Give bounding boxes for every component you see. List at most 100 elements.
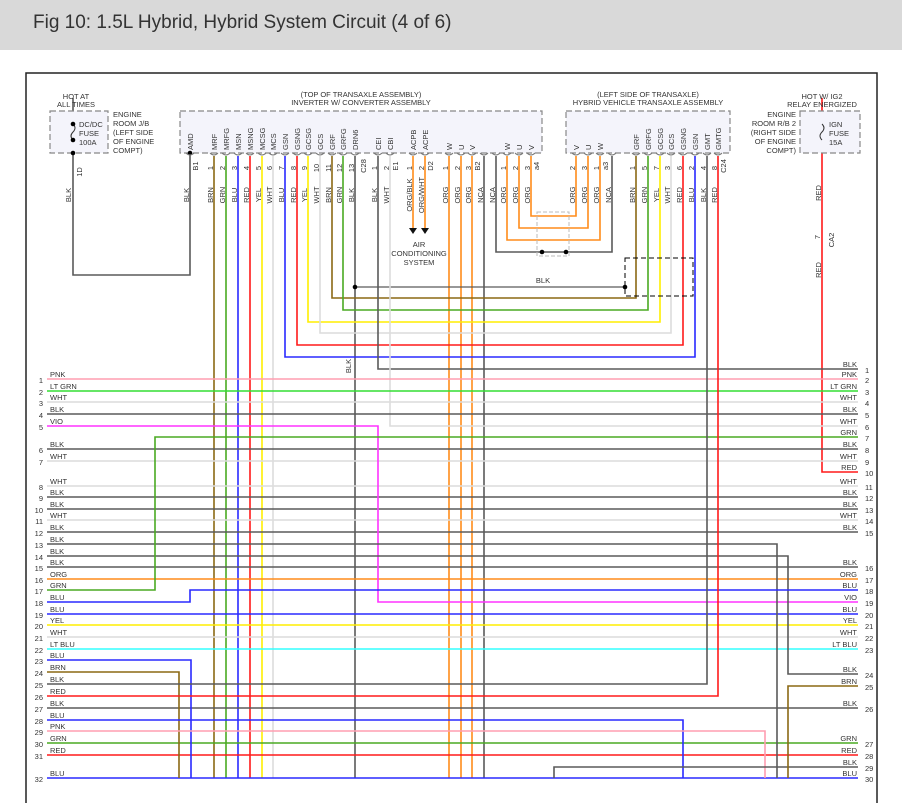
pin-name: U [457,145,466,150]
wire-color-label: WHT [312,186,321,203]
hot-label: ALL TIMES [57,100,95,109]
pin-number: 1 [441,166,450,170]
connector-label: a4 [532,162,541,170]
row-number: 29 [865,764,873,773]
pin-terminal-icon [408,152,418,156]
pin-terminal-icon [514,152,524,156]
wire-color-label: GRN [335,187,344,204]
pin-name: W [596,142,605,150]
grfg-wire [342,156,649,311]
row-number: 17 [865,576,873,585]
wire-color-label: BLU [50,651,65,660]
row-number: 7 [865,434,869,443]
pin-number: 4 [242,166,251,170]
pin-number: 12 [335,164,344,172]
wire-color-label: BLK [843,758,857,767]
wire-color-label: BLK [50,405,64,414]
pin-name: MRFG [222,128,231,150]
pin-number: 6 [265,166,274,170]
wire-color-label: BLU [842,769,857,778]
row-number: 32 [35,775,43,784]
pin-terminal-icon [571,152,581,156]
location-label: ROOM R/B 2 [752,119,796,128]
pin-name: GMTG [714,127,723,150]
junction-dot [70,150,76,156]
wire-color-label: WHT [840,511,857,520]
pin-terminal-icon [420,152,430,156]
transaxle-location: (LEFT SIDE OF TRANSAXLE) [597,90,699,99]
wire-color-label: BLK [50,535,64,544]
wire-color-label: BLK [64,188,73,202]
wire-color-label: BLK [50,558,64,567]
diagram-frame [25,72,878,803]
cei-wire [377,156,858,370]
pin-name: CEI [374,137,383,150]
pin-terminal-icon [583,152,593,156]
pin-name: GCSG [304,128,313,150]
pin-number: 3 [523,166,532,170]
harness-wire [787,685,858,778]
pin-name: GSN [691,134,700,150]
pin-number: 3 [663,166,672,170]
row-number: 24 [35,669,43,678]
wires [47,98,858,779]
pin-name: MRF [210,133,219,150]
row-number: 22 [865,634,873,643]
wire-color-label: BLK [50,523,64,532]
pin-number: 1 [206,166,215,170]
harness-wire [47,589,858,603]
wire-color-label: BLK [843,488,857,497]
pin-number: 9 [300,166,309,170]
wire-color-label: BLK [843,360,857,369]
wire-color-label: RED [675,187,684,203]
wire-color-label: YEL [50,616,64,625]
wire-color-label: PNK [50,370,65,379]
row-number: 3 [39,399,43,408]
ac-system-label: AIR [413,240,426,249]
transaxle-name: HYBRID VEHICLE TRANSAXLE ASSEMBLY [573,98,724,107]
pin-name: DRN6 [351,130,360,150]
junction-dot [187,150,193,156]
pin-terminal-icon [467,152,477,156]
inverter-name: INVERTER W/ CONVERTER ASSEMBLY [291,98,431,107]
row-number: 16 [865,564,873,573]
wire-color-label: BLU [687,188,696,203]
wire-color-label: LT BLU [832,640,857,649]
location-label: (RIGHT SIDE [751,128,796,137]
wire-color-label: ORG [441,186,450,203]
ign-fuse-box [799,110,861,154]
connector-label: D2 [426,161,435,171]
wire-color-label: WHT [663,186,672,203]
row-number: 26 [865,705,873,714]
wire-color-label: ORG [453,186,462,203]
wire-color-label: WHT [50,452,67,461]
pin-number: 1 [499,166,508,170]
pin-terminal-icon [702,152,712,156]
pin-name: GMT [703,133,712,150]
row-number: 9 [39,494,43,503]
row-number: 19 [35,611,43,620]
row-number: 25 [865,683,873,692]
row-number: 2 [39,388,43,397]
junction-dot [352,284,358,290]
fuse-label: 15A [829,138,842,147]
wire-color-label: RED [710,187,719,203]
row-number: 6 [39,446,43,455]
wire-color-label: BLK [370,188,379,202]
pin-number: 8 [710,166,719,170]
pin-number: 6 [675,166,684,170]
connector-label: B2 [473,161,482,170]
row-number: 20 [865,611,873,620]
wire-color-label: BLK [843,558,857,567]
row-number: 27 [35,705,43,714]
fuse-icon [70,123,76,141]
pin-number: 4 [699,166,708,170]
title-bar: Fig 10: 1.5L Hybrid, Hybrid System Circu… [0,0,902,50]
row-number: 13 [35,541,43,550]
pin-terminal-icon [185,152,195,156]
wire-color-label: BLK [843,405,857,414]
pin-name: MSN [234,133,243,150]
pin-number: 1 [405,166,414,170]
wire-color-label: ORG [568,186,577,203]
dcdc-fuse-wire [72,98,191,276]
